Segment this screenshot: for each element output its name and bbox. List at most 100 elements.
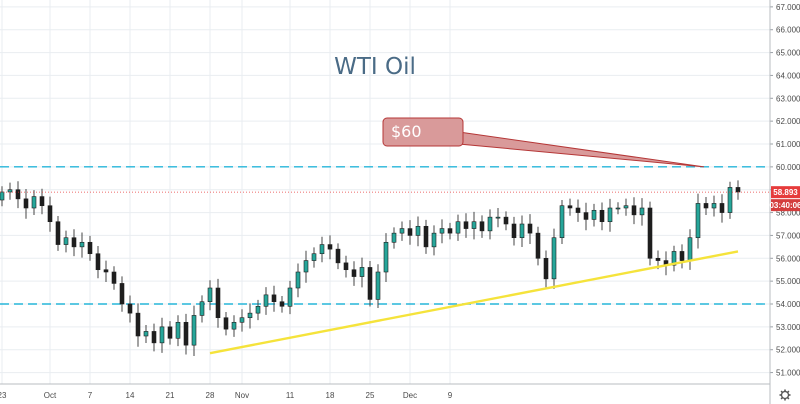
candle-body <box>487 216 493 232</box>
price-tick-label: 55.000 <box>776 277 800 286</box>
price-tick-label: 60.000 <box>776 163 800 172</box>
candle-body <box>55 221 61 245</box>
candle-body <box>623 205 629 209</box>
candle-body <box>431 232 437 248</box>
price-axis[interactable]: 67.000 66.000 65.000 64.000 63.000 62.000 61.0… <box>769 0 800 404</box>
candle-body <box>599 209 605 223</box>
candle-body <box>39 196 45 207</box>
time-axis[interactable]: 23 Oct 7 14 21 28 Nov 11 18 25 Dec 9 <box>0 383 770 400</box>
current-price-tag <box>771 186 800 199</box>
candle-body <box>735 187 741 193</box>
candle-body <box>695 203 701 239</box>
candle-body <box>631 205 637 216</box>
candle-body <box>375 271 381 300</box>
gear-hub <box>780 390 790 400</box>
time-tick-label: Dec <box>403 391 417 400</box>
candle-body <box>463 221 469 229</box>
candle-body <box>503 216 509 225</box>
candles <box>0 180 741 356</box>
time-tick-label: Oct <box>44 391 57 400</box>
candle-body <box>455 221 461 234</box>
candle-body <box>711 203 717 209</box>
price-tick-label: 61.000 <box>776 140 800 149</box>
trendline-layer <box>209 250 739 355</box>
candle-body <box>63 237 69 245</box>
candle-body <box>231 321 237 330</box>
candle-body <box>239 317 245 323</box>
candle-body <box>127 303 133 314</box>
candle-body <box>511 223 517 239</box>
candle-body <box>87 241 93 255</box>
candle-body <box>143 331 149 337</box>
price-tick-label: 58.000 <box>776 209 800 218</box>
candle-body <box>447 228 453 234</box>
candle-body <box>71 237 77 248</box>
candle-body <box>327 244 333 250</box>
candle-body <box>639 207 645 216</box>
settings-gear-icon[interactable] <box>779 389 791 401</box>
candle-body <box>319 244 325 255</box>
time-tick-label: 11 <box>286 391 295 400</box>
price-tick-label: 53.000 <box>776 323 800 332</box>
price-tick-label: 66.000 <box>776 26 800 35</box>
countdown-label: 03:40:06 <box>769 201 800 210</box>
candle-body <box>391 232 397 243</box>
candle-body <box>471 221 477 229</box>
candle-body <box>671 251 677 266</box>
candle-body <box>407 228 413 236</box>
candle-body <box>199 301 205 316</box>
candle-body <box>103 269 109 273</box>
candle-body <box>687 237 693 261</box>
price-callout: $60 <box>382 117 705 168</box>
candle-body <box>655 257 661 261</box>
time-tick-label: 28 <box>206 391 215 400</box>
time-tick-label: 9 <box>448 391 453 400</box>
candle-body <box>551 237 557 280</box>
time-tick-label: 23 <box>0 391 7 400</box>
candle-body <box>351 269 357 277</box>
candle-body <box>191 315 197 346</box>
candle-body <box>207 287 213 303</box>
candle-body <box>399 228 405 234</box>
candle-body <box>615 207 621 210</box>
candle-body <box>439 228 445 234</box>
candle-body <box>575 207 581 213</box>
price-tick-label: 63.000 <box>776 94 800 103</box>
candle-body <box>183 321 189 346</box>
candle-body <box>519 223 525 239</box>
candle-body <box>279 301 285 307</box>
candle-body <box>287 287 293 307</box>
candle-body <box>335 248 341 264</box>
candle-body <box>647 207 653 259</box>
candle-body <box>583 212 589 220</box>
candle-body <box>479 221 485 232</box>
candle-body <box>543 257 549 280</box>
candle-body <box>423 225 429 248</box>
candle-body <box>567 205 573 209</box>
candle-body <box>303 260 309 273</box>
candle-body <box>679 251 685 261</box>
candle-body <box>415 225 421 236</box>
time-tick-label: 18 <box>326 391 335 400</box>
current-price-label: 58.893 <box>773 188 798 197</box>
callout-pointer <box>458 131 705 168</box>
candle-body <box>167 326 173 339</box>
candle-body <box>111 271 117 284</box>
time-tick-label: Nov <box>235 391 249 400</box>
candle-body <box>559 205 565 239</box>
candle-body <box>79 241 85 248</box>
trendline <box>209 250 739 355</box>
price-tick-label: 67.000 <box>776 3 800 12</box>
candle-body <box>359 267 365 277</box>
candle-body <box>7 189 13 193</box>
price-tick-label: 57.000 <box>776 231 800 240</box>
candle-body <box>295 271 301 289</box>
callout-box <box>382 117 464 147</box>
candle-body <box>495 216 501 219</box>
candle-body <box>311 253 317 261</box>
candle-body <box>535 232 541 259</box>
price-tick-label: 54.000 <box>776 300 800 309</box>
price-tick-label: 65.000 <box>776 49 800 58</box>
candle-body <box>247 312 253 319</box>
